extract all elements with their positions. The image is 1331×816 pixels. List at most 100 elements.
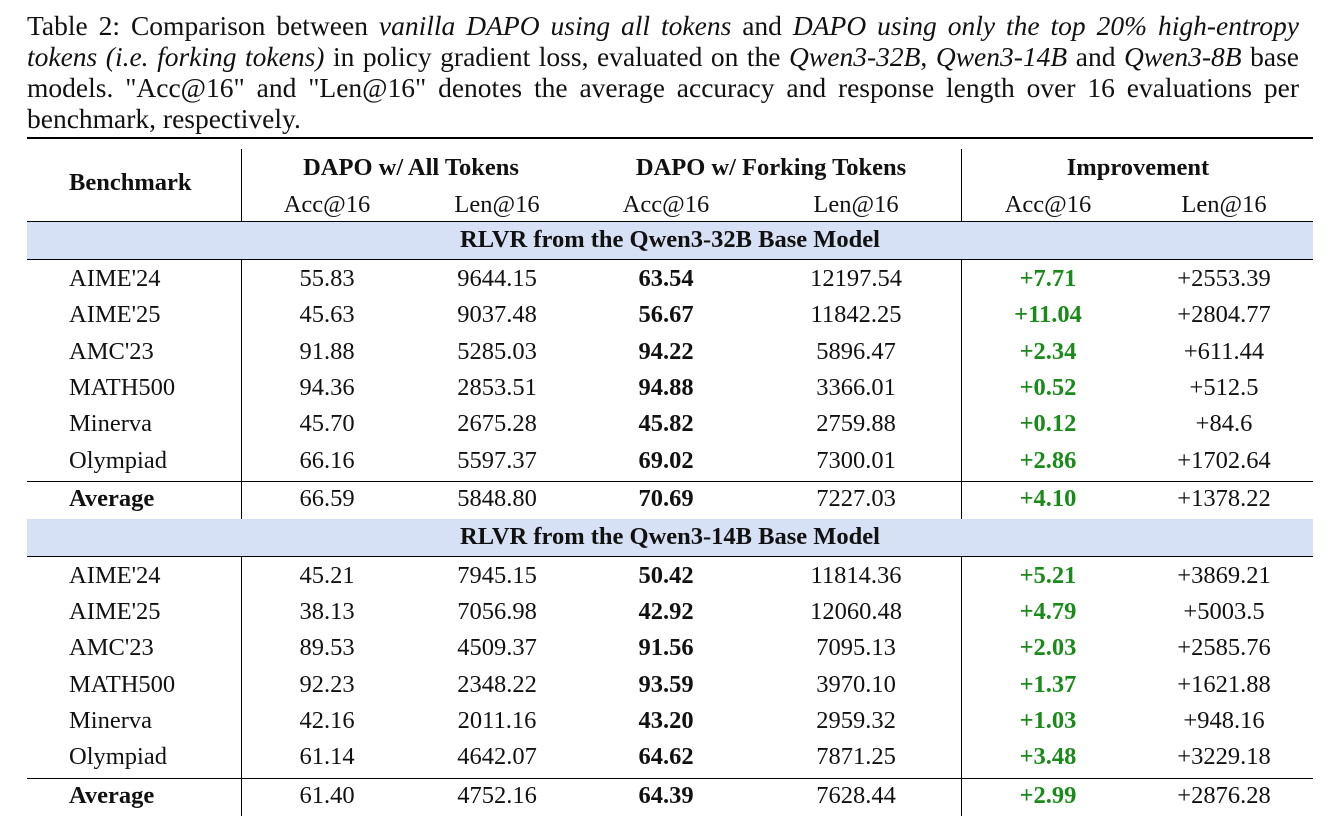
table-rule [27, 777, 1313, 779]
column-divider [961, 149, 963, 221]
table-rule [27, 555, 1313, 557]
column-divider [961, 777, 963, 816]
table-cell: 42.92 [638, 598, 694, 626]
section-band [27, 222, 1313, 259]
header-sub: Acc@16 [622, 191, 710, 218]
table-cell: +512.5 [1189, 373, 1259, 401]
benchmark-name: AIME'24 [69, 561, 161, 589]
table-cell: +2.86 [1019, 446, 1077, 474]
caption-text: base models. "Acc@16" and "Len@16" denot… [27, 41, 1299, 134]
header-sub: Len@16 [1181, 191, 1267, 218]
table-cell: 45.82 [638, 410, 694, 438]
table-cell: 63.54 [638, 265, 694, 292]
table-caption: Table 2: Comparison between vanilla DAPO… [27, 10, 1299, 134]
table-cell: +5003.5 [1183, 598, 1265, 626]
header-sub: Acc@16 [1004, 191, 1092, 218]
caption-italic: Qwen3-14B [935, 41, 1068, 72]
table-cell: 94.22 [638, 337, 694, 365]
header-sub: Acc@16 [283, 191, 371, 218]
caption-text: in policy gradient loss, evaluated on th… [324, 41, 790, 72]
average-cell: 7227.03 [816, 484, 896, 512]
average-label: Average [69, 781, 155, 809]
table-cell: +1621.88 [1177, 670, 1271, 698]
table-cell: 92.23 [299, 670, 355, 698]
average-cell: +4.10 [1019, 484, 1077, 512]
table-cell: 94.36 [299, 373, 355, 401]
column-divider [241, 259, 243, 481]
table-cell: 5285.03 [457, 337, 537, 365]
caption-text: Table 2: Comparison between [27, 10, 379, 41]
table-cell: 69.02 [638, 446, 694, 474]
table-cell: +0.12 [1019, 410, 1077, 438]
caption-italic: Qwen3-32B [789, 41, 921, 72]
table-cell: 93.59 [638, 670, 694, 698]
section-title: RLVR from the Qwen3-32B Base Model [460, 226, 880, 253]
table-cell: 89.53 [299, 634, 355, 662]
table-cell: 94.88 [638, 373, 694, 401]
table-rule [27, 480, 1313, 482]
table-cell: 2759.88 [816, 410, 896, 438]
table-cell: 7056.98 [457, 598, 537, 626]
table-cell: 3366.01 [816, 373, 896, 401]
header-sub: Len@16 [454, 191, 540, 218]
header-group-all-tokens: DAPO w/ All Tokens [303, 154, 519, 181]
caption-text: and [1067, 41, 1124, 72]
average-cell: +1378.22 [1177, 484, 1271, 512]
benchmark-name: MATH500 [69, 670, 176, 698]
column-divider [961, 555, 963, 778]
table-cell: 38.13 [299, 598, 355, 626]
column-divider [241, 149, 243, 221]
benchmark-name: AMC'23 [69, 634, 154, 662]
header-sub: Len@16 [813, 191, 899, 218]
benchmark-name: Olympiad [69, 446, 167, 474]
header-group-forking-tokens: DAPO w/ Forking Tokens [635, 154, 907, 181]
table-cell: 43.20 [638, 707, 694, 734]
table-cell: +1.37 [1019, 670, 1077, 698]
table-cell: 64.62 [638, 743, 694, 771]
caption-italic: Qwen3-8B [1123, 41, 1242, 72]
table-cell: 91.88 [299, 337, 355, 365]
table-cell: 5597.37 [457, 446, 537, 474]
table-cell: 50.42 [638, 561, 694, 589]
table-cell: 9644.15 [457, 265, 537, 292]
table-cell: 66.16 [299, 446, 355, 474]
average-cell: 64.39 [638, 781, 694, 809]
table-cell: 7095.13 [816, 634, 896, 662]
column-divider [241, 777, 243, 816]
caption-text: and [731, 10, 793, 41]
benchmark-name: Olympiad [69, 743, 167, 771]
column-divider [961, 480, 963, 519]
table-cell: 45.70 [299, 410, 355, 438]
table-cell: 55.83 [299, 265, 355, 292]
table-cell: 5896.47 [816, 337, 896, 365]
table-cell: +0.52 [1019, 373, 1077, 401]
table-rule [27, 137, 1313, 140]
column-divider [241, 480, 243, 519]
benchmark-name: MATH500 [69, 373, 176, 401]
average-cell: 61.40 [299, 781, 355, 809]
table-cell: 2675.28 [457, 410, 537, 438]
benchmark-name: Minerva [69, 707, 152, 734]
section-title: RLVR from the Qwen3-14B Base Model [460, 522, 880, 550]
table-cell: 11842.25 [810, 301, 902, 329]
table-cell: 45.21 [299, 561, 355, 589]
column-divider [961, 259, 963, 481]
benchmark-name: Minerva [69, 410, 152, 438]
average-label: Average [69, 484, 155, 512]
table-cell: 42.16 [299, 707, 355, 734]
table-cell: +2804.77 [1177, 301, 1271, 329]
table-cell: 45.63 [299, 301, 355, 329]
header-group-improvement: Improvement [1066, 154, 1210, 181]
benchmark-name: AIME'25 [69, 598, 161, 626]
table-cell: +1.03 [1019, 707, 1077, 734]
table-cell: +2553.39 [1177, 265, 1271, 292]
table-cell: 61.14 [299, 743, 355, 771]
average-cell: 7628.44 [816, 781, 896, 809]
table-cell: +4.79 [1019, 598, 1077, 626]
table-cell: 11814.36 [810, 561, 902, 589]
table-cell: +3.48 [1019, 743, 1077, 771]
caption-italic: vanilla DAPO using all tokens [378, 10, 732, 41]
table-cell: 2959.32 [816, 707, 896, 734]
table-cell: +948.16 [1183, 707, 1265, 734]
table-rule [27, 221, 1313, 222]
